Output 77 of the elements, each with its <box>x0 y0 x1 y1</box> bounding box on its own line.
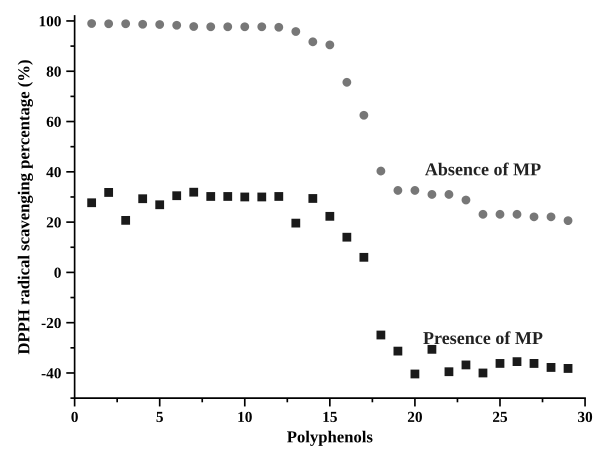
point <box>189 188 198 197</box>
point <box>87 198 96 208</box>
x-tick-label: 15 <box>323 412 337 422</box>
point <box>546 212 556 222</box>
point <box>530 359 538 368</box>
point <box>444 190 454 199</box>
y-tick-label: 20 <box>46 217 61 228</box>
point <box>172 20 182 30</box>
point <box>87 19 96 28</box>
point <box>342 232 352 242</box>
point <box>274 22 284 32</box>
point <box>223 22 232 32</box>
point <box>478 210 488 219</box>
point <box>138 20 148 29</box>
x-tick-label: 20 <box>408 412 422 422</box>
point <box>257 192 266 202</box>
point <box>325 212 334 221</box>
point <box>376 166 386 176</box>
point <box>564 364 572 373</box>
x-tick-label: 30 <box>578 412 592 422</box>
point <box>564 216 572 225</box>
y-tick-label: 60 <box>46 116 61 127</box>
point <box>496 359 504 368</box>
x-tick-label: 0 <box>71 412 78 422</box>
point <box>342 78 352 87</box>
point <box>359 252 368 262</box>
point <box>155 20 164 29</box>
y-tick-label: -40 <box>42 368 61 378</box>
point <box>512 357 522 366</box>
point <box>206 22 216 32</box>
point <box>410 186 420 195</box>
point <box>121 216 130 225</box>
point <box>394 346 402 356</box>
y-tick-label: 100 <box>40 16 61 26</box>
point <box>257 22 266 32</box>
x-tick-label: 10 <box>238 412 252 422</box>
point <box>155 200 164 210</box>
point <box>496 210 504 219</box>
series-label: Presence of MP <box>423 331 542 344</box>
point <box>189 22 198 31</box>
y-tick-label: -20 <box>42 318 61 328</box>
point <box>444 367 454 376</box>
y-tick-label: 40 <box>46 166 61 178</box>
point <box>240 22 250 32</box>
x-tick-label: 25 <box>492 412 508 422</box>
point <box>394 186 402 195</box>
y-axis-title: DPPH radical scavenging percentage (%) <box>18 60 33 354</box>
point <box>546 363 556 372</box>
point <box>462 360 470 370</box>
point <box>291 218 300 228</box>
point <box>223 192 232 201</box>
point <box>428 190 436 199</box>
point <box>121 19 130 28</box>
point <box>478 368 488 378</box>
point <box>104 188 114 197</box>
y-tick-label: 0 <box>54 268 61 278</box>
point <box>104 19 114 28</box>
point <box>530 212 538 222</box>
point <box>274 192 284 201</box>
point <box>512 210 522 219</box>
point <box>359 110 368 120</box>
y-tick-label: 80 <box>46 66 61 77</box>
point <box>410 370 420 378</box>
point <box>462 196 470 204</box>
x-axis-title: Polyphenols <box>287 430 372 446</box>
point <box>428 344 436 354</box>
point <box>325 40 334 50</box>
point <box>308 194 318 203</box>
point <box>291 27 300 36</box>
point <box>240 192 250 202</box>
point <box>172 191 182 200</box>
series-label: Absence of MP <box>424 162 541 176</box>
x-tick-label: 5 <box>156 412 163 422</box>
point <box>308 37 318 46</box>
point <box>138 194 148 204</box>
point <box>206 192 216 201</box>
point <box>376 330 386 340</box>
